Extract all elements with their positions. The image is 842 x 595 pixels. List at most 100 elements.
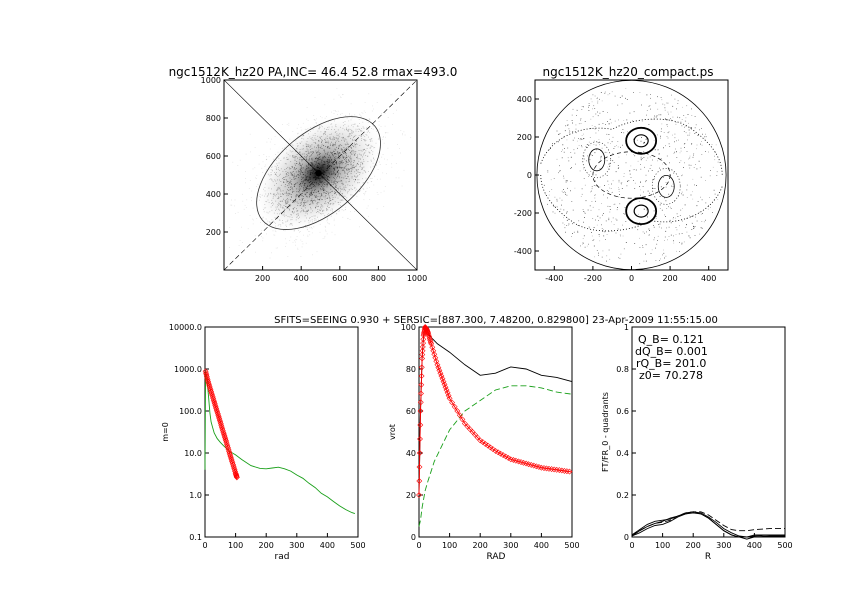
- noise-pixel: [697, 201, 699, 202]
- noise-pixel: [559, 170, 561, 171]
- galaxy-pixel: [384, 186, 386, 187]
- galaxy-pixel: [242, 193, 243, 195]
- galaxy-pixel: [283, 207, 284, 209]
- galaxy-pixel: [288, 187, 289, 188]
- panel-d-marker: [416, 492, 422, 498]
- galaxy-pixel: [321, 195, 323, 197]
- galaxy-pixel: [298, 170, 299, 172]
- noise-pixel: [634, 182, 636, 184]
- galaxy-pixel: [275, 206, 277, 208]
- galaxy-pixel: [320, 204, 322, 205]
- noise-pixel: [590, 209, 592, 211]
- noise-pixel: [575, 124, 577, 126]
- noise-pixel: [667, 132, 669, 134]
- contour-noise: [543, 88, 719, 265]
- galaxy-pixel: [363, 182, 365, 184]
- galaxy-pixel: [324, 139, 326, 141]
- noise-pixel: [669, 219, 671, 221]
- galaxy-pixel: [314, 189, 316, 190]
- galaxy-pixel: [339, 144, 340, 146]
- noise-pixel: [564, 130, 566, 132]
- galaxy-pixel: [359, 172, 360, 173]
- galaxy-pixel: [369, 147, 371, 148]
- noise-pixel: [648, 234, 650, 236]
- noise-pixel: [589, 227, 590, 229]
- galaxy-pixel: [363, 199, 365, 201]
- noise-pixel: [685, 125, 687, 127]
- noise-pixel: [583, 235, 585, 237]
- galaxy-pixel: [297, 205, 299, 206]
- galaxy-pixel: [314, 196, 316, 198]
- galaxy-pixel: [336, 161, 337, 163]
- galaxy-pixel: [286, 174, 288, 176]
- galaxy-pixel: [342, 94, 344, 95]
- galaxy-pixel: [343, 153, 345, 154]
- noise-pixel: [567, 225, 569, 226]
- galaxy-pixel: [316, 152, 318, 153]
- galaxy-pixel: [352, 145, 353, 146]
- galaxy-pixel: [304, 193, 306, 195]
- galaxy-pixel: [365, 134, 367, 135]
- galaxy-pixel: [345, 187, 347, 188]
- galaxy-pixel: [337, 197, 339, 199]
- noise-pixel: [643, 191, 644, 193]
- galaxy-pixel: [359, 145, 361, 146]
- galaxy-pixel: [358, 128, 360, 130]
- galaxy-pixel: [326, 210, 327, 211]
- galaxy-pixel: [356, 209, 357, 211]
- noise-pixel: [694, 235, 696, 236]
- galaxy-pixel: [387, 117, 389, 118]
- galaxy-pixel: [321, 164, 323, 166]
- noise-pixel: [696, 220, 698, 222]
- galaxy-pixel: [311, 198, 313, 200]
- galaxy-pixel: [368, 151, 370, 153]
- noise-pixel: [592, 206, 594, 208]
- galaxy-pixel: [302, 193, 303, 194]
- noise-pixel: [558, 133, 559, 135]
- galaxy-pixel: [345, 190, 346, 192]
- galaxy-pixel: [311, 144, 313, 146]
- galaxy-pixel: [348, 155, 350, 157]
- panel-b-ytick-label: 200: [517, 133, 532, 142]
- noise-pixel: [666, 124, 668, 126]
- noise-pixel: [638, 213, 639, 215]
- galaxy-pixel: [296, 163, 298, 164]
- noise-pixel: [567, 124, 569, 126]
- galaxy-pixel: [272, 196, 274, 198]
- panel-c-marker: [222, 437, 229, 444]
- noise-pixel: [675, 234, 677, 235]
- galaxy-pixel: [346, 161, 348, 163]
- galaxy-pixel: [349, 189, 350, 191]
- galaxy-pixel: [327, 194, 329, 196]
- galaxy-pixel: [297, 145, 299, 146]
- panel-c-marker: [219, 427, 226, 434]
- galaxy-pixel: [300, 182, 301, 184]
- galaxy-pixel: [306, 180, 308, 182]
- galaxy-pixel: [324, 133, 325, 134]
- galaxy-pixel: [275, 222, 276, 224]
- noise-pixel: [603, 229, 604, 231]
- galaxy-pixel: [274, 179, 276, 181]
- panel-c-marker: [203, 371, 210, 378]
- galaxy-pixel: [327, 218, 328, 220]
- noise-pixel: [701, 154, 703, 155]
- noise-pixel: [585, 146, 587, 148]
- galaxy-pixel: [379, 178, 381, 180]
- noise-pixel: [618, 156, 620, 158]
- galaxy-pixel: [349, 150, 350, 151]
- galaxy-pixel: [270, 169, 272, 171]
- galaxy-pixel: [332, 136, 334, 138]
- galaxy-pixel: [351, 124, 352, 126]
- galaxy-pixel: [309, 146, 311, 148]
- noise-pixel: [646, 209, 648, 211]
- panel-d-marker: [500, 452, 507, 459]
- noise-pixel: [705, 151, 706, 152]
- galaxy-pixel: [355, 166, 357, 167]
- galaxy-pixel: [276, 163, 278, 165]
- galaxy-pixel: [333, 137, 335, 139]
- noise-pixel: [694, 133, 696, 134]
- galaxy-pixel: [297, 210, 298, 212]
- noise-pixel: [676, 213, 678, 215]
- galaxy-pixel: [300, 239, 302, 241]
- noise-pixel: [563, 136, 565, 138]
